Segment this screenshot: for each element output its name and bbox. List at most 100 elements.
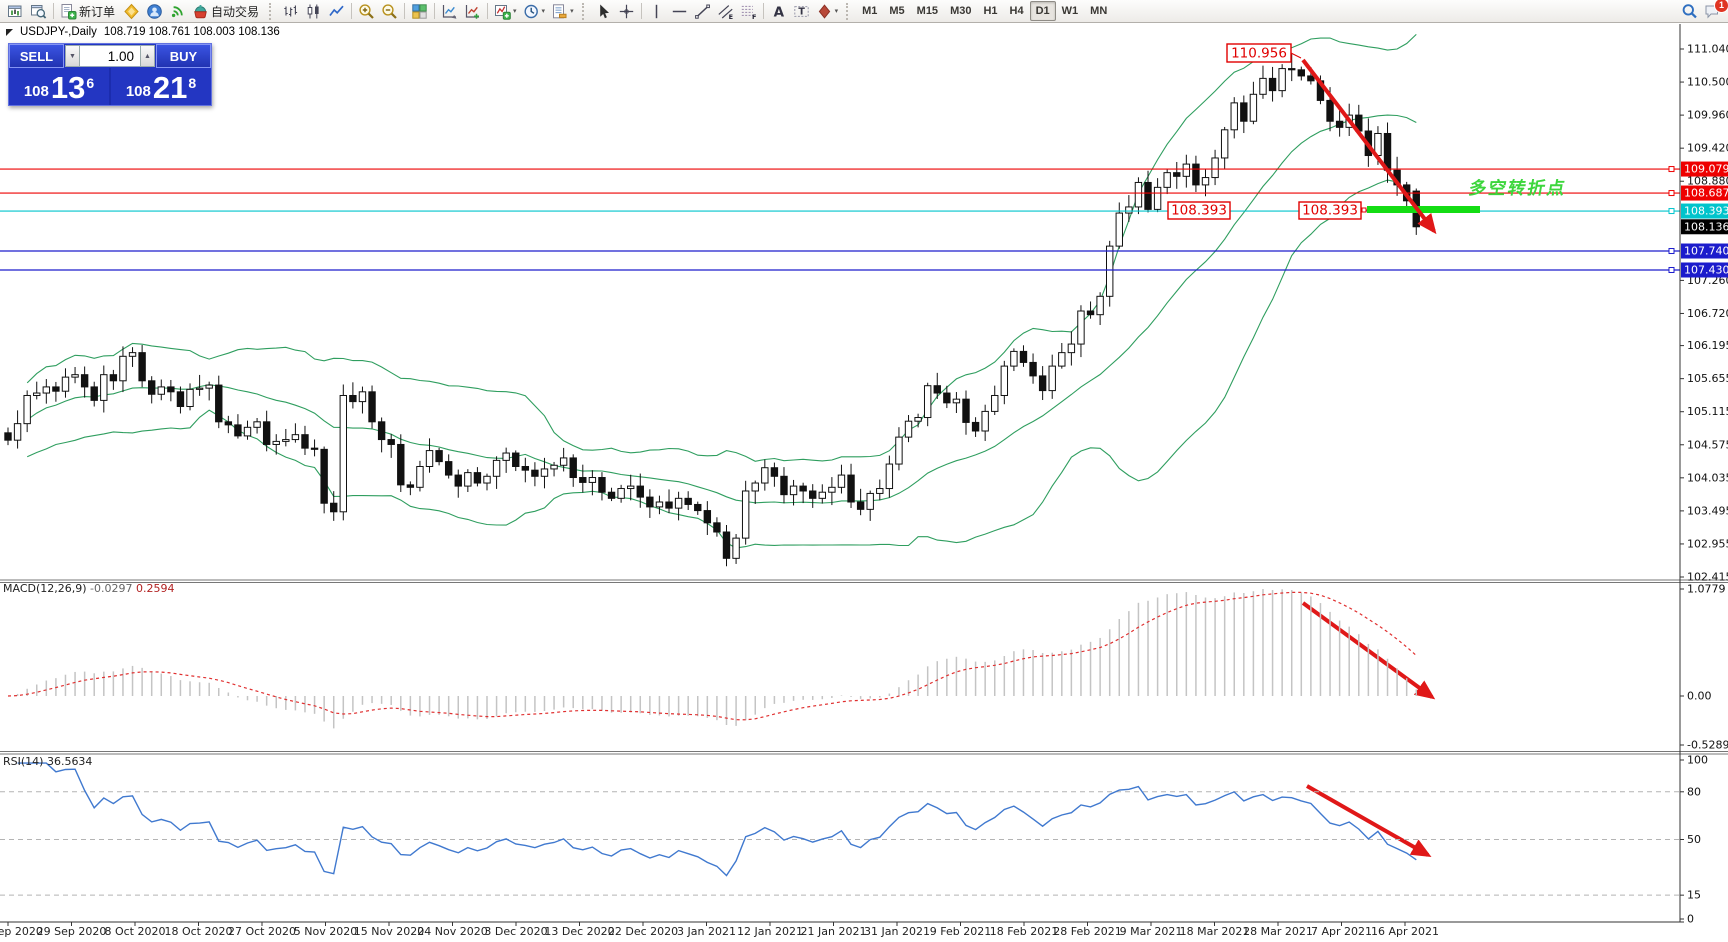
- date-tick: 16 Apr 2021: [1371, 925, 1439, 938]
- zoom-in-button[interactable]: [355, 1, 378, 21]
- text-label-button[interactable]: T: [790, 1, 813, 21]
- timeframe-D1[interactable]: D1: [1029, 1, 1056, 21]
- macd-axis-tick: 0.00: [1687, 690, 1712, 703]
- metaeditor-button[interactable]: [120, 1, 143, 21]
- bull-bear-note-text[interactable]: 多空转折点: [1467, 177, 1568, 199]
- tile-windows-button[interactable]: [408, 1, 431, 21]
- signals-button[interactable]: [166, 1, 189, 21]
- chart-title: USDJPY-,Daily 108.719 108.761 108.003 10…: [6, 26, 280, 38]
- community-icon: [147, 3, 162, 19]
- rsi-axis-tick: 100: [1687, 754, 1708, 767]
- price-tick: 108.880: [1687, 175, 1728, 188]
- date-tick: 8 Oct 2020: [104, 925, 165, 938]
- rsi-panel: RSI(14) 36.5634 100 80 50 15 0: [0, 754, 1708, 926]
- timeframe-M5[interactable]: M5: [883, 1, 910, 21]
- profiles-button[interactable]: [27, 1, 50, 21]
- support-price-label-1[interactable]: [1167, 201, 1231, 220]
- equidistant-channel-button[interactable]: E: [714, 1, 737, 21]
- price-tick: 106.720: [1687, 307, 1728, 320]
- toolbar-right-group: 1: [1678, 0, 1728, 21]
- new-chart-button[interactable]: [4, 1, 27, 21]
- price-tick: 109.960: [1687, 109, 1728, 122]
- dropdown-caret-icon: ▾: [570, 8, 574, 15]
- cursor-button[interactable]: [592, 1, 615, 21]
- buy-button[interactable]: BUY: [156, 44, 211, 68]
- new-chart-icon: [8, 5, 22, 17]
- hline-handle[interactable]: [1668, 166, 1675, 173]
- date-tick: 24 Nov 2020: [417, 925, 487, 938]
- bar-chart-button[interactable]: [279, 1, 302, 21]
- toolbar-separator: [487, 3, 489, 19]
- zoom-out-icon: [382, 3, 397, 19]
- indicators-icon: [495, 4, 511, 20]
- macd-axis-tick: 1.0779: [1687, 583, 1726, 596]
- volume-input[interactable]: [80, 45, 140, 67]
- fibonacci-icon: F: [741, 5, 756, 20]
- search-button[interactable]: [1678, 1, 1701, 21]
- timeframe-W1[interactable]: W1: [1056, 1, 1085, 21]
- indicators-button[interactable]: ▾: [491, 1, 520, 21]
- horizontal-line-button[interactable]: [668, 1, 691, 21]
- timeframe-M15[interactable]: M15: [911, 1, 944, 21]
- buy-price-display[interactable]: 108 21 8: [111, 68, 211, 105]
- timeframe-H4[interactable]: H4: [1004, 1, 1030, 21]
- hline-price-label: 108.393: [1684, 205, 1728, 218]
- timeframe-H1[interactable]: H1: [977, 1, 1003, 21]
- sell-button[interactable]: SELL: [9, 44, 64, 68]
- rsi-axis-tick: 0: [1687, 913, 1694, 926]
- notifications-button[interactable]: 1: [1701, 0, 1728, 21]
- vertical-line-button[interactable]: [645, 1, 668, 21]
- text-icon: A: [773, 4, 784, 20]
- arrange-windows-button[interactable]: [461, 1, 484, 21]
- new-order-label: 新订单: [79, 4, 116, 19]
- rsi-downtrend-arrow[interactable]: [1306, 784, 1432, 857]
- new-order-icon: [61, 3, 77, 19]
- timeframe-M1[interactable]: M1: [856, 1, 883, 21]
- fibonacci-button[interactable]: F: [737, 1, 760, 21]
- arrows-button[interactable]: ▾: [813, 1, 842, 21]
- community-button[interactable]: [143, 1, 166, 21]
- autotrading-icon: [194, 4, 207, 18]
- date-tick: 7 Apr 2021: [1311, 925, 1372, 938]
- zoom-in-icon: [359, 3, 374, 19]
- zoom-out-button[interactable]: [378, 1, 401, 21]
- templates-button[interactable]: ▾: [548, 1, 577, 21]
- toolbar-separator: [404, 3, 406, 19]
- auto-arrange-icon: [442, 4, 457, 19]
- hline-handle[interactable]: [1668, 266, 1675, 273]
- text-button[interactable]: A: [767, 1, 790, 21]
- macd-signal-line: [7, 591, 1417, 721]
- caret-down-icon: ▼: [69, 52, 76, 60]
- volume-increase-button[interactable]: ▲: [140, 45, 155, 67]
- auto-arrange-button[interactable]: [438, 1, 461, 21]
- hline-handle[interactable]: [1668, 190, 1675, 197]
- new-order-button[interactable]: 新订单: [57, 1, 120, 21]
- volume-control: ▼ ▲: [65, 45, 155, 67]
- main-toolbar: 新订单 自动交易 ▾ ▾ ▾ E F A T ▾ M1 M5 M15 M30 H1 H4 D1 W1 MN 1: [0, 0, 1728, 23]
- candle-chart-button[interactable]: [302, 1, 325, 21]
- macd-downtrend-arrow[interactable]: [1301, 601, 1436, 700]
- toolbar-separator: [269, 2, 274, 20]
- support-highlight-bar[interactable]: [1367, 206, 1480, 213]
- bollinger-band-middle: [26, 114, 1417, 504]
- timeframe-MN[interactable]: MN: [1084, 1, 1113, 21]
- svg-text:A: A: [773, 4, 784, 20]
- volume-decrease-button[interactable]: ▼: [65, 45, 80, 67]
- price-downtrend-arrow[interactable]: [1301, 58, 1437, 235]
- periods-button[interactable]: ▾: [520, 1, 549, 21]
- bar-chart-icon: [284, 5, 298, 16]
- trendline-button[interactable]: [691, 1, 714, 21]
- hline-handle[interactable]: [1668, 208, 1675, 215]
- timeframe-M30[interactable]: M30: [944, 1, 977, 21]
- line-chart-button[interactable]: [325, 1, 348, 21]
- price-tick: 105.655: [1687, 372, 1728, 385]
- autotrading-button[interactable]: 自动交易: [189, 1, 264, 21]
- sell-price-display[interactable]: 108 13 6: [9, 68, 109, 105]
- rsi-axis-tick: 15: [1687, 889, 1701, 902]
- date-tick: 21 Jan 2021: [801, 925, 867, 938]
- hline-handle[interactable]: [1668, 248, 1675, 255]
- crosshair-button[interactable]: [615, 1, 638, 21]
